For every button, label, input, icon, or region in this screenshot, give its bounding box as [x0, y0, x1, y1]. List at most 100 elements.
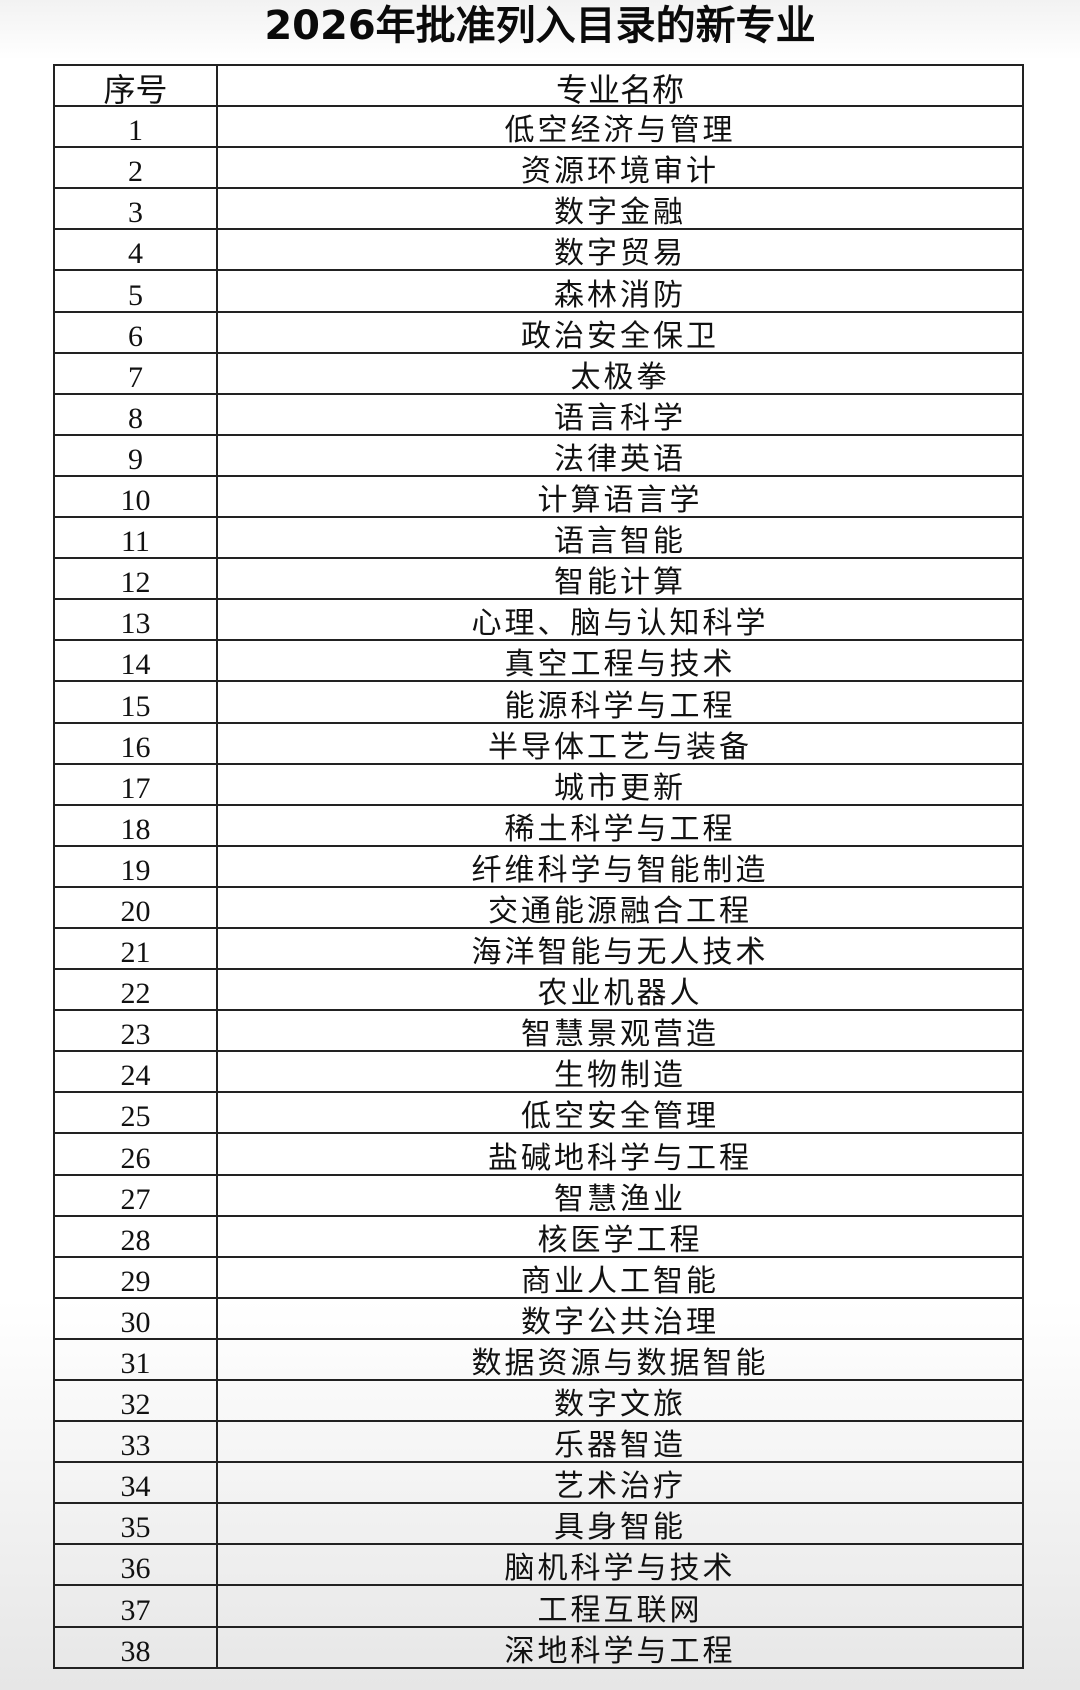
serial-number-cell: 19	[53, 844, 218, 888]
major-name-cell: 核医学工程	[216, 1214, 1024, 1258]
serial-number-cell: 2	[53, 146, 218, 190]
header-major-name: 专业名称	[216, 63, 1024, 108]
major-name-cell: 数字公共治理	[216, 1296, 1024, 1340]
table-row: 6 政治安全保卫	[53, 310, 1024, 354]
serial-number-cell: 23	[53, 1009, 218, 1053]
major-name-cell: 具身智能	[216, 1502, 1024, 1546]
majors-table: 序号 专业名称 1 低空经济与管理 2 资源环境审计 3 数字金融 4 数字贸易 5 森林消防 6 政…	[53, 63, 1024, 1669]
table-row: 32 数字文旅	[53, 1378, 1024, 1423]
document-title: 2026年批准列入目录的新专业	[264, 3, 816, 49]
table-row: 19 纤维科学与智能制造	[53, 844, 1024, 888]
table-row: 20 交通能源融合工程	[53, 885, 1024, 929]
serial-number-cell: 21	[53, 926, 218, 971]
major-name-cell: 低空安全管理	[216, 1091, 1024, 1135]
serial-number-cell: 6	[53, 310, 218, 354]
table-row: 3 数字金融	[53, 187, 1024, 231]
table-row: 15 能源科学与工程	[53, 680, 1024, 724]
serial-number-cell: 33	[53, 1420, 218, 1464]
table-row: 30 数字公共治理	[53, 1296, 1024, 1340]
serial-number-cell: 26	[53, 1132, 218, 1176]
serial-number-cell: 12	[53, 557, 218, 601]
table-row: 13 心理、脑与认知科学	[53, 598, 1024, 642]
table-row: 26 盐碱地科学与工程	[53, 1132, 1024, 1176]
table-row: 18 稀土科学与工程	[53, 803, 1024, 847]
major-name-cell: 能源科学与工程	[216, 680, 1024, 724]
serial-number-cell: 16	[53, 721, 218, 765]
major-name-cell: 数字贸易	[216, 228, 1024, 272]
table-row: 24 生物制造	[53, 1050, 1024, 1094]
major-name-cell: 艺术治疗	[216, 1461, 1024, 1505]
table-row: 23 智慧景观营造	[53, 1009, 1024, 1053]
table-row: 22 农业机器人	[53, 968, 1024, 1012]
serial-number-cell: 29	[53, 1255, 218, 1299]
major-name-cell: 语言科学	[216, 392, 1024, 436]
major-name-cell: 数字金融	[216, 187, 1024, 231]
major-name-cell: 语言智能	[216, 516, 1024, 560]
serial-number-cell: 35	[53, 1502, 218, 1546]
major-name-cell: 智慧景观营造	[216, 1009, 1024, 1053]
table-row: 2 资源环境审计	[53, 146, 1024, 190]
major-name-cell: 深地科学与工程	[216, 1625, 1024, 1669]
serial-number-cell: 38	[53, 1625, 218, 1669]
major-name-cell: 资源环境审计	[216, 146, 1024, 190]
table-row: 29 商业人工智能	[53, 1255, 1024, 1299]
serial-number-cell: 37	[53, 1584, 218, 1628]
serial-number-cell: 14	[53, 639, 218, 683]
major-name-cell: 商业人工智能	[216, 1255, 1024, 1299]
major-name-cell: 真空工程与技术	[216, 639, 1024, 683]
major-name-cell: 脑机科学与技术	[216, 1543, 1024, 1587]
table-row: 5 森林消防	[53, 269, 1024, 313]
major-name-cell: 盐碱地科学与工程	[216, 1132, 1024, 1176]
serial-number-cell: 24	[53, 1050, 218, 1094]
table-row: 11 语言智能	[53, 516, 1024, 560]
major-name-cell: 海洋智能与无人技术	[216, 926, 1024, 971]
serial-number-cell: 25	[53, 1091, 218, 1135]
table-row: 8 语言科学	[53, 392, 1024, 436]
table-row: 28 核医学工程	[53, 1214, 1024, 1258]
serial-number-cell: 32	[53, 1378, 218, 1423]
serial-number-cell: 3	[53, 187, 218, 231]
table-row: 14 真空工程与技术	[53, 639, 1024, 683]
major-name-cell: 政治安全保卫	[216, 310, 1024, 354]
table-row: 31 数据资源与数据智能	[53, 1337, 1024, 1382]
table-row: 4 数字贸易	[53, 228, 1024, 272]
table-row: 38 深地科学与工程	[53, 1625, 1024, 1669]
table-row: 1 低空经济与管理	[53, 105, 1024, 149]
serial-number-cell: 10	[53, 474, 218, 519]
table-row: 17 城市更新	[53, 762, 1024, 806]
serial-number-cell: 17	[53, 762, 218, 806]
major-name-cell: 工程互联网	[216, 1584, 1024, 1628]
table-row: 16 半导体工艺与装备	[53, 721, 1024, 765]
table-row: 21 海洋智能与无人技术	[53, 926, 1024, 971]
serial-number-cell: 18	[53, 803, 218, 847]
table-row: 33 乐器智造	[53, 1420, 1024, 1464]
major-name-cell: 数据资源与数据智能	[216, 1337, 1024, 1382]
major-name-cell: 交通能源融合工程	[216, 885, 1024, 929]
serial-number-cell: 9	[53, 433, 218, 477]
major-name-cell: 森林消防	[216, 269, 1024, 313]
serial-number-cell: 36	[53, 1543, 218, 1587]
serial-number-cell: 5	[53, 269, 218, 313]
major-name-cell: 心理、脑与认知科学	[216, 598, 1024, 642]
serial-number-cell: 4	[53, 228, 218, 272]
major-name-cell: 太极拳	[216, 351, 1024, 395]
major-name-cell: 乐器智造	[216, 1420, 1024, 1464]
serial-number-cell: 34	[53, 1461, 218, 1505]
major-name-cell: 生物制造	[216, 1050, 1024, 1094]
serial-number-cell: 27	[53, 1173, 218, 1217]
major-name-cell: 智能计算	[216, 557, 1024, 601]
major-name-cell: 半导体工艺与装备	[216, 721, 1024, 765]
serial-number-cell: 22	[53, 968, 218, 1012]
serial-number-cell: 8	[53, 392, 218, 436]
major-name-cell: 数字文旅	[216, 1378, 1024, 1423]
table-row: 34 艺术治疗	[53, 1461, 1024, 1505]
major-name-cell: 计算语言学	[216, 474, 1024, 519]
serial-number-cell: 1	[53, 105, 218, 149]
major-name-cell: 城市更新	[216, 762, 1024, 806]
serial-number-cell: 13	[53, 598, 218, 642]
major-name-cell: 稀土科学与工程	[216, 803, 1024, 847]
table-row: 36 脑机科学与技术	[53, 1543, 1024, 1587]
table-row: 9 法律英语	[53, 433, 1024, 477]
serial-number-cell: 7	[53, 351, 218, 395]
table-row: 10 计算语言学	[53, 474, 1024, 519]
